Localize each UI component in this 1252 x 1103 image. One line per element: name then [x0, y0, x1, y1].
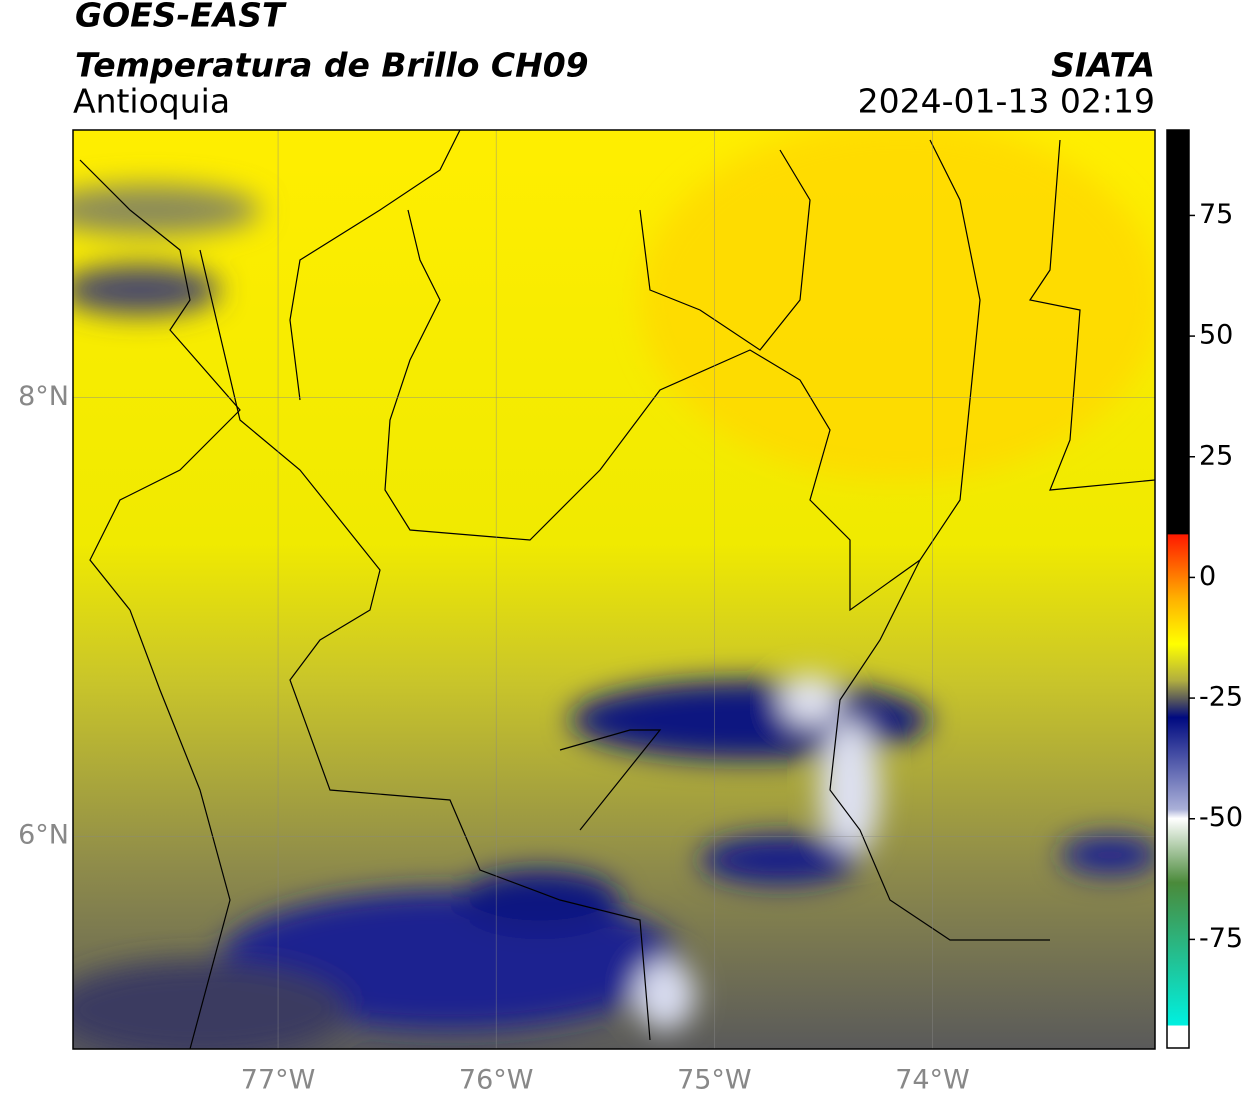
datetime: 2024-01-13 02:19: [858, 82, 1155, 121]
lon-tick-label: 74°W: [895, 1065, 970, 1096]
brightness-field: [73, 130, 1155, 1049]
colorbar-tick-label: 75: [1199, 199, 1233, 230]
lat-tick-label: 6°N: [18, 820, 69, 851]
lon-tick-label: 77°W: [241, 1065, 316, 1096]
colorbar-tick-label: 25: [1199, 440, 1233, 471]
colorbar-tick-label: 50: [1199, 320, 1233, 351]
title: GOES-EAST: [75, 0, 287, 35]
colorbar: [1166, 129, 1190, 1049]
source: SIATA: [1051, 46, 1155, 85]
colorbar-tick-label: -25: [1199, 682, 1243, 713]
colorbar-tick-label: -50: [1199, 802, 1243, 833]
region: Antioquia: [73, 82, 230, 121]
lon-tick-label: 75°W: [677, 1065, 752, 1096]
subtitle: Temperatura de Brillo CH09: [75, 46, 589, 85]
colorbar-tick-label: -75: [1199, 923, 1243, 954]
lon-tick-label: 76°W: [459, 1065, 534, 1096]
graticule: [73, 130, 1155, 1049]
map-frame: [72, 129, 1156, 1050]
lat-tick-label: 8°N: [18, 381, 69, 412]
colorbar-tick-label: 0: [1199, 561, 1216, 592]
